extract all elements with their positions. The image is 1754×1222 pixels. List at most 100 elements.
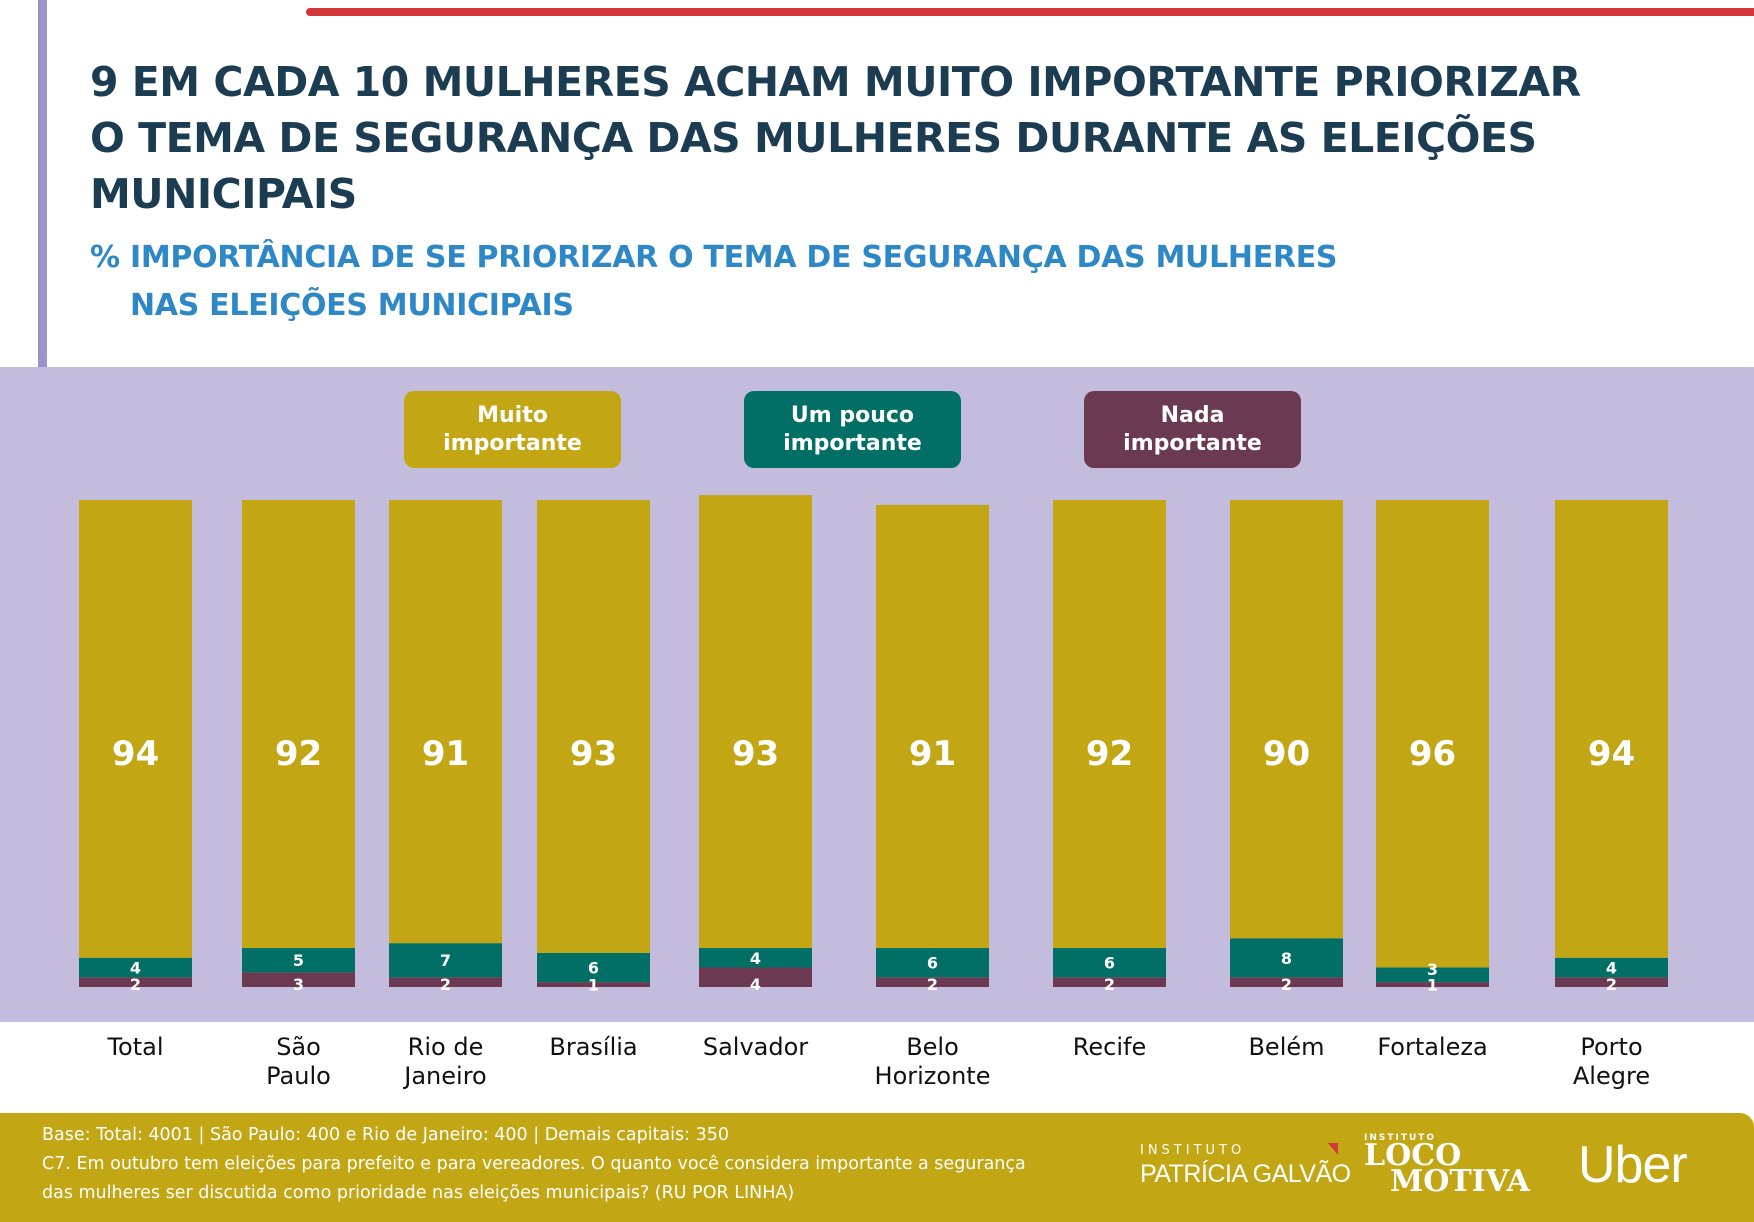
footer-base-line: Base: Total: 4001 | São Paulo: 400 e Rio… (42, 1125, 729, 1145)
subtitle-line: IMPORTÂNCIA DE SE PRIORIZAR O TEMA DE SE… (130, 240, 1338, 275)
category-label-line: Horizonte (874, 1062, 991, 1090)
bar-segment-um-pouco-importante (242, 948, 355, 973)
logo-text: PATRÍCIA GALVÃO (1140, 1160, 1351, 1188)
footer-question-line: C7. Em outubro tem eleições para prefeit… (42, 1154, 1026, 1174)
bar-segment-um-pouco-importante (537, 952, 650, 983)
category-label: Salvador (671, 1033, 841, 1062)
bar-segment-nada-importante (242, 972, 355, 987)
bar-segment-muito-importante (79, 500, 192, 958)
bar-segment-nada-importante (79, 977, 192, 987)
data-label: 90 (1263, 734, 1310, 774)
bar-segment-nada-importante (876, 977, 989, 987)
footer-question-line: das mulheres ser discutida como priorida… (42, 1183, 795, 1203)
category-label-line: Recife (1072, 1033, 1147, 1061)
category-label-line: Belém (1248, 1033, 1325, 1061)
category-label-line: Brasília (549, 1033, 638, 1061)
legend-um-pouco-importante: Um pouco importante (744, 391, 961, 468)
category-label-line: Rio de (407, 1033, 484, 1061)
bar-segment-um-pouco-importante (1230, 938, 1343, 978)
data-label: 6 (927, 954, 938, 973)
bar-segment-muito-importante (699, 495, 812, 949)
bar-group: 24 94 (1555, 500, 1668, 994)
category-label: Belém (1202, 1033, 1372, 1062)
bar-segment-nada-importante (389, 977, 502, 987)
category-label: Brasília (509, 1033, 679, 1062)
data-label: 93 (570, 734, 617, 774)
bar-group: 24 94 (79, 500, 192, 994)
bar-segment-um-pouco-importante (1053, 948, 1166, 978)
bar-segment-nada-importante (1053, 977, 1166, 987)
legend-label: importante (783, 430, 922, 456)
bar-segment-muito-importante (1376, 500, 1489, 968)
bar-segment-nada-importante (1376, 982, 1489, 987)
uber-logo: Uber (1578, 1136, 1688, 1194)
bar-segment-um-pouco-importante (699, 948, 812, 968)
category-label: Fortaleza (1348, 1033, 1518, 1062)
data-label: 1 (588, 976, 599, 995)
category-label-line: Total (107, 1033, 164, 1061)
data-label: 7 (440, 951, 451, 970)
logo-text: MOTIVA (1390, 1164, 1530, 1199)
category-label: Recife (1025, 1033, 1195, 1062)
data-label: 8 (1281, 949, 1292, 968)
data-label: 4 (130, 959, 141, 978)
bar-group: 3 5 92 (242, 500, 355, 994)
category-label: São Paulo (214, 1033, 384, 1091)
bar-segment-muito-importante (1555, 500, 1668, 958)
category-label-line: Paulo (266, 1062, 331, 1090)
bar-segment-nada-importante (699, 967, 812, 987)
instituto-patricia-galvao-logo: INSTITUTO PATRÍCIA GALVÃO (1140, 1143, 1351, 1189)
category-label-line: Belo (906, 1033, 959, 1061)
legend-label: Nada (1160, 402, 1225, 428)
bar-group: 2 7 91 (389, 500, 502, 994)
data-label: 2 (927, 975, 938, 994)
title-line: O TEMA DE SEGURANÇA DAS MULHERES DURANTE… (90, 114, 1537, 162)
category-label: Total (51, 1033, 221, 1062)
logo-text: LOCO (1364, 1138, 1462, 1173)
data-label: 4 (750, 949, 761, 968)
title-line: MUNICIPAIS (90, 170, 357, 218)
bar-segment-muito-importante (1230, 500, 1343, 939)
legend-label: Muito (477, 402, 548, 428)
logo-text: INSTITUTO (1364, 1133, 1437, 1143)
bar-group: 2 8 90 (1230, 500, 1343, 994)
data-label: 91 (422, 734, 469, 774)
data-label: 92 (275, 734, 322, 774)
legend-label: Um pouco (790, 402, 915, 428)
footer-notes: Base: Total: 4001 | São Paulo: 400 e Rio… (42, 1121, 1026, 1208)
bar-segment-muito-importante (537, 500, 650, 953)
footer: Base: Total: 4001 | São Paulo: 400 e Rio… (0, 1113, 1754, 1222)
bar-group: 13 96 (1376, 500, 1489, 995)
legend-label: importante (443, 430, 582, 456)
subtitle-line: NAS ELEIÇÕES MUNICIPAIS (130, 288, 574, 323)
data-label: 6 (588, 959, 599, 978)
red-triangle-icon (1328, 1143, 1338, 1155)
data-label: 96 (1409, 734, 1456, 774)
category-label: Belo Horizonte (848, 1033, 1018, 1091)
category-label: Porto Alegre (1527, 1033, 1697, 1091)
data-label: 91 (909, 734, 956, 774)
bar-group: 4 4 93 (699, 495, 812, 994)
category-label-line: Porto (1580, 1033, 1643, 1061)
instituto-locomotiva-logo: INSTITUTO LOCO MOTIVA (1364, 1133, 1530, 1199)
data-label: 5 (293, 951, 304, 970)
category-label-line: Alegre (1572, 1062, 1651, 1090)
data-label: 4 (1606, 959, 1617, 978)
bar-segment-muito-importante (389, 500, 502, 944)
data-label: 94 (1588, 734, 1635, 774)
data-label: 2 (440, 975, 451, 994)
data-label: 2 (130, 975, 141, 994)
bar-segment-um-pouco-importante (79, 957, 192, 978)
bar-segment-nada-importante (537, 982, 650, 987)
chart-subtitle: % IMPORTÂNCIA DE SE PRIORIZAR O TEMA DE … (90, 234, 1338, 330)
decorative-red-line (306, 8, 1754, 16)
data-label: 2 (1104, 975, 1115, 994)
title-line: 9 EM CADA 10 MULHERES ACHAM MUITO IMPORT… (90, 58, 1581, 106)
bar-segment-um-pouco-importante (1376, 967, 1489, 983)
bar-segment-um-pouco-importante (876, 948, 989, 978)
category-label: Rio de Janeiro (361, 1033, 531, 1091)
data-label: 6 (1104, 954, 1115, 973)
decorative-accent-bar (38, 0, 47, 367)
bar-segment-muito-importante (1053, 500, 1166, 949)
